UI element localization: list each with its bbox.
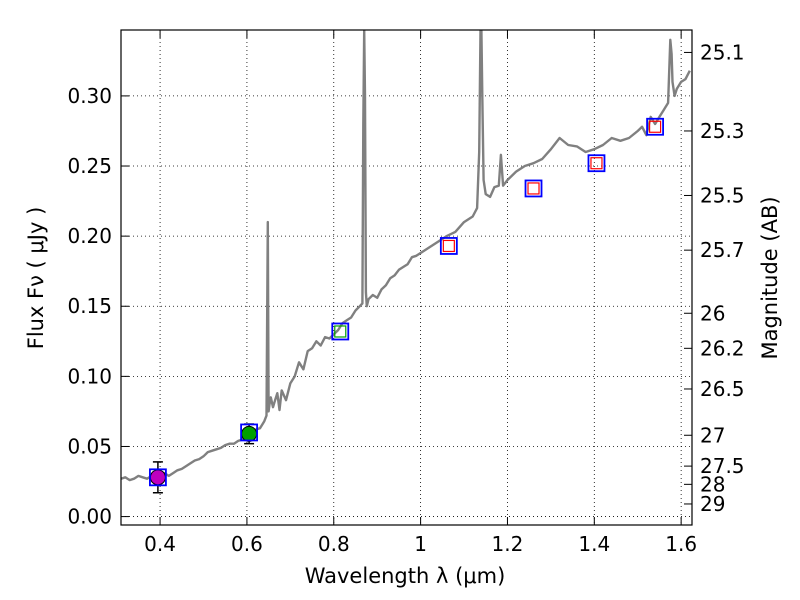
right-tick-label: 27 <box>700 423 725 447</box>
right-tick-label: 29 <box>700 492 725 516</box>
right-tick-label: 26.2 <box>700 336 745 360</box>
x-tick-label: 1.6 <box>665 532 697 556</box>
observed-point <box>241 425 258 442</box>
right-tick-label: 26.5 <box>700 377 745 401</box>
right-tick-label: 25.3 <box>700 119 745 143</box>
y-axis-label: Flux Fν ( μJy ) <box>24 207 48 350</box>
y-tick-label: 0.05 <box>67 434 112 458</box>
right-tick-label: 27.5 <box>700 454 745 478</box>
model-point-inner <box>648 120 662 133</box>
right-tick-label: 28 <box>700 472 725 496</box>
model-point <box>439 237 458 255</box>
right-tick-label: 25.7 <box>700 238 745 262</box>
y-tick-label: 0.00 <box>67 505 112 529</box>
observed-point <box>149 469 166 486</box>
right-tick-label: 26 <box>700 301 725 325</box>
model-point-inner <box>334 325 347 338</box>
plot-frame <box>120 29 693 526</box>
x-tick-label: 0.6 <box>231 532 263 556</box>
y-tick-label: 0.15 <box>67 294 112 318</box>
x-tick-label: 0.4 <box>144 532 176 556</box>
y-tick-label: 0.30 <box>67 84 112 108</box>
model-point-inner <box>527 182 540 195</box>
x-tick-label: 0.8 <box>318 532 350 556</box>
model-point <box>149 468 167 487</box>
x-tick-label: 1 <box>414 532 427 556</box>
x-axis-label: Wavelength λ (μm) <box>305 564 506 588</box>
y-tick-label: 0.10 <box>67 364 112 388</box>
x-tick-label: 1.4 <box>578 532 610 556</box>
y-axis-right-label: Magnitude (AB) <box>758 196 782 359</box>
model-point <box>646 117 664 136</box>
model-point <box>240 423 258 442</box>
model-point <box>587 154 606 173</box>
y-tick-label: 0.20 <box>67 224 112 248</box>
right-tick-label: 25.5 <box>700 183 745 207</box>
model-point-inner <box>442 239 455 253</box>
plot-clip-group <box>121 30 691 494</box>
right-tick-label: 25.1 <box>700 40 745 64</box>
plot-area <box>121 30 691 494</box>
grid <box>121 30 692 525</box>
model-point <box>524 179 543 198</box>
spectrum-line <box>121 30 691 482</box>
model-point <box>331 322 350 341</box>
y-tick-label: 0.25 <box>67 154 112 178</box>
x-tick-label: 1.2 <box>492 532 524 556</box>
model-point-inner <box>590 157 603 170</box>
ticks: 0.4 0.6 0.8 1 1.2 1.4 1.6 0.00 0.05 0.10 0.15 0.20 0… <box>67 30 745 556</box>
